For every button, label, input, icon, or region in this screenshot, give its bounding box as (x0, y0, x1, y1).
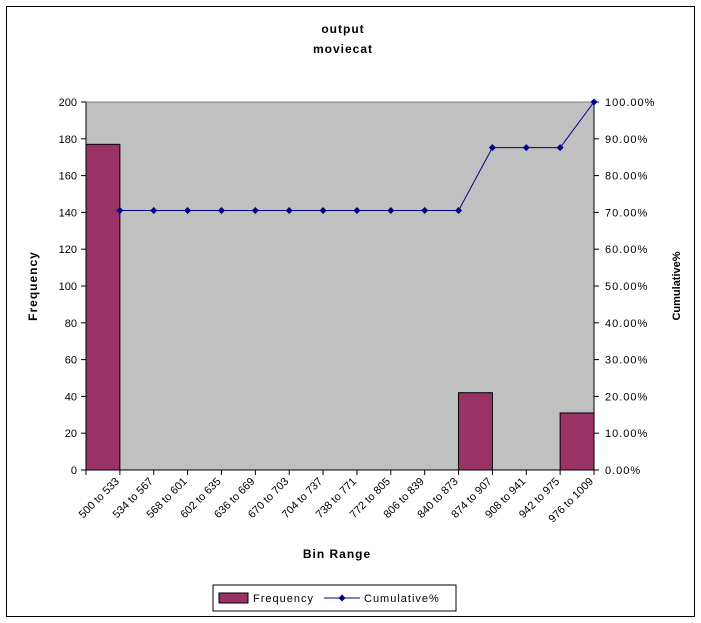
chart: output moviecat 0 20 40 60 80 100 120 140 160 180… (26, 22, 683, 612)
y2-tick-label: 100.00% (605, 97, 655, 109)
y-tick-label: 200 (59, 97, 77, 109)
y2-tick-label: 0.00% (605, 465, 641, 477)
y-tick-label: 140 (59, 207, 77, 219)
cumulative-point-11 (455, 207, 463, 215)
cumulative-point-3 (184, 207, 192, 215)
cumulative-point-1 (116, 207, 124, 215)
cumulative-point-4 (217, 207, 225, 215)
y2-tick-label: 50.00% (605, 281, 648, 293)
y2-tick-label: 70.00% (605, 207, 648, 219)
y2-tick-label: 10.00% (605, 428, 648, 440)
y-tick-label: 180 (59, 134, 77, 146)
legend: Frequency Cumulative% (212, 584, 457, 612)
legend-label-frequency: Frequency (253, 593, 314, 605)
cumulative-point-5 (251, 207, 259, 215)
cumulative-point-12 (488, 144, 496, 152)
cumulative-point-9 (387, 207, 395, 215)
cumulative-point-15 (590, 98, 598, 106)
y2-tick-label: 20.00% (605, 391, 648, 403)
chart-title: output (321, 22, 364, 36)
y-tick-label: 80 (65, 318, 77, 330)
cumulative-point-2 (150, 207, 158, 215)
y2-tick-label: 90.00% (605, 134, 648, 146)
y-tick-label: 100 (59, 281, 77, 293)
y2-tick-label: 60.00% (605, 244, 648, 256)
bar-12 (458, 392, 493, 471)
legend-marker-cumulative (338, 594, 346, 602)
y-tick-label: 40 (65, 391, 77, 403)
bar-15 (559, 412, 595, 471)
cumulative-point-13 (522, 144, 530, 152)
y-tick-label: 160 (59, 171, 77, 183)
legend-swatch-frequency (218, 592, 249, 604)
bar-1 (85, 143, 121, 471)
y2-tick-label: 80.00% (605, 171, 648, 183)
cumulative-point-6 (285, 207, 293, 215)
y2-tick-label: 30.00% (605, 355, 648, 367)
y-tick-label: 0 (71, 465, 77, 477)
chart-frame: output moviecat 0 20 40 60 80 100 120 140 160 180… (6, 6, 695, 617)
cumulative-point-8 (353, 207, 361, 215)
chart-subtitle: moviecat (313, 42, 373, 56)
plot-area (85, 101, 595, 471)
cumulative-point-10 (421, 207, 429, 215)
cumulative-point-14 (556, 144, 564, 152)
x-axis-label: Bin Range (303, 547, 371, 561)
y-tick-label: 60 (65, 355, 77, 367)
legend-label-cumulative: Cumulative% (364, 593, 440, 605)
y-axis-label: Frequency (26, 251, 40, 321)
y-tick-label: 20 (65, 428, 77, 440)
cumulative-point-7 (319, 207, 327, 215)
y-tick-label: 120 (59, 244, 77, 256)
y2-axis-label: Cumulative% (671, 251, 683, 320)
y2-tick-label: 40.00% (605, 318, 648, 330)
